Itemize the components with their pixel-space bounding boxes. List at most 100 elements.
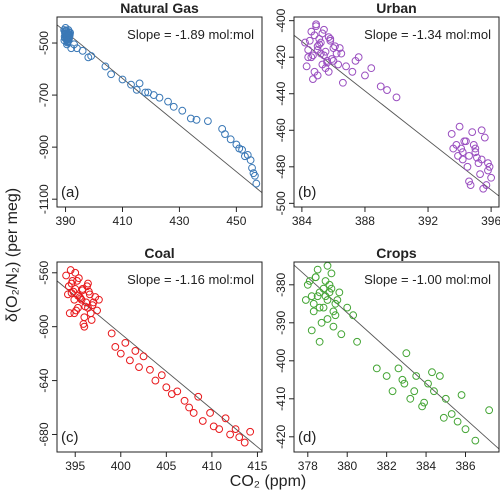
data-point [315, 35, 324, 43]
data-point [321, 277, 330, 285]
data-point [186, 114, 195, 123]
data-point [80, 313, 89, 322]
x-tick-label: 430 [169, 214, 189, 228]
data-point [485, 406, 494, 415]
data-point [342, 62, 350, 71]
data-point [246, 427, 255, 436]
y-tick-label: -700 [37, 83, 51, 107]
data-point [471, 144, 480, 153]
data-point [466, 181, 475, 189]
panel-title: Crops [376, 245, 417, 261]
data-point [66, 266, 75, 274]
data-point [65, 309, 74, 318]
data-point [82, 298, 91, 307]
data-point [221, 414, 230, 423]
data-point [323, 315, 332, 323]
data-point [461, 137, 470, 146]
data-point [307, 53, 316, 62]
panels-group: 390 410 430 450 -500 -700 -900 -1100 Natural Gas… [37, 0, 500, 473]
data-point [400, 379, 409, 388]
fit-line [294, 34, 499, 197]
data-point [313, 292, 322, 301]
data-point [323, 262, 332, 270]
data-point [305, 36, 314, 45]
y-tick-label: -480 [274, 154, 288, 178]
data-point [420, 398, 428, 407]
data-point [78, 46, 87, 55]
x-tick-label: 400 [111, 459, 131, 473]
data-point [146, 365, 154, 374]
data-point [169, 102, 178, 111]
data-point [315, 288, 324, 297]
data-point [302, 62, 311, 71]
slope-annotation: Slope = -1.34 mol:mol [364, 27, 491, 42]
data-point [349, 311, 358, 320]
data-point [71, 285, 80, 293]
data-point [309, 299, 318, 308]
data-point [326, 36, 335, 45]
data-point [439, 413, 448, 422]
data-point [132, 85, 141, 94]
data-point [95, 295, 103, 304]
data-point [111, 342, 120, 351]
data-point [313, 45, 322, 54]
shared-y-axis-label: δ(O₂/N₂) (per meg) [4, 188, 21, 322]
data-point [320, 25, 328, 34]
panel-3: 395 400 405 410 415 -560 -600 -640 -680 Coal Slope… [37, 245, 268, 473]
fit-line [57, 280, 262, 451]
data-point [331, 311, 340, 320]
points-group [301, 262, 494, 445]
data-point [248, 164, 256, 172]
data-point [309, 307, 318, 316]
data-point [382, 372, 391, 380]
data-point [455, 122, 464, 131]
x-tick-label: 396 [481, 214, 500, 228]
y-tick-label: -500 [37, 31, 51, 55]
data-point [301, 38, 309, 47]
x-tick-label: 392 [418, 214, 438, 228]
data-point [485, 162, 494, 171]
data-point [468, 128, 477, 136]
data-point [463, 162, 472, 171]
slope-annotation: Slope = -1.89 mol:mol [127, 27, 254, 42]
x-tick-label: 384 [416, 459, 436, 473]
data-point [70, 40, 78, 49]
data-point [107, 70, 115, 79]
y-tick-label: -390 [274, 310, 288, 334]
data-point [320, 51, 328, 60]
panel-1: 390 410 430 450 -500 -700 -900 -1100 Natural Gas… [37, 0, 263, 228]
y-tick-label: -400 [274, 8, 288, 32]
data-point [484, 159, 492, 168]
data-point [449, 144, 458, 153]
data-point [180, 396, 189, 405]
data-point [125, 356, 134, 365]
data-point [78, 286, 87, 295]
panel-letter: (b) [298, 184, 316, 201]
data-point [135, 363, 143, 372]
data-point [215, 425, 224, 433]
data-point [131, 347, 140, 355]
data-point [309, 75, 317, 84]
data-point [418, 402, 427, 411]
data-point [67, 279, 76, 288]
data-point [162, 383, 171, 392]
data-point [74, 303, 82, 312]
data-point [64, 36, 73, 45]
x-tick-label: 410 [112, 214, 132, 228]
data-point [74, 291, 82, 300]
data-point [64, 282, 73, 291]
data-point [315, 303, 324, 312]
data-point [101, 62, 110, 71]
x-tick-label: 382 [377, 459, 397, 473]
data-point [337, 49, 346, 58]
panel-letter: (a) [61, 184, 79, 201]
data-point [343, 303, 352, 312]
slope-annotation: Slope = -1.16 mol:mol [127, 272, 254, 287]
data-point [235, 433, 244, 442]
data-point [460, 137, 469, 146]
fit-line [57, 24, 262, 194]
points-group [60, 24, 261, 188]
data-point [477, 126, 486, 135]
data-point [319, 303, 328, 312]
data-point [394, 364, 403, 373]
